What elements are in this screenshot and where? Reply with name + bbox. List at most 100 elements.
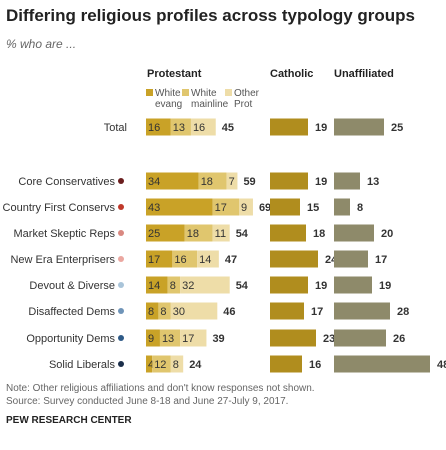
group-dot: [118, 230, 124, 236]
unaffiliated-value-label: 13: [367, 176, 379, 188]
legend-swatch: [182, 89, 189, 96]
bar-white-evang: [146, 250, 173, 268]
bar-other-prot: [170, 355, 184, 373]
bar-catholic: [270, 250, 318, 268]
bar-white-mainline: [167, 276, 181, 294]
chart-source: Source: Survey conducted June 8-18 and J…: [6, 396, 289, 407]
unaffiliated-value-label: 19: [379, 280, 391, 292]
bar-other-prot: [190, 118, 216, 136]
bar-white-evang: [146, 172, 199, 190]
protestant-total-label: 39: [212, 333, 224, 345]
bar-catholic: [270, 329, 316, 347]
bar-value-label: 13: [173, 122, 185, 134]
bar-white-mainline: [158, 302, 171, 320]
bar-white-mainline: [159, 329, 181, 347]
unaffiliated-value-label: 17: [375, 254, 387, 266]
protestant-total-label: 54: [236, 280, 249, 292]
bar-white-mainline: [152, 355, 171, 373]
bar-value-label: 16: [148, 122, 160, 134]
legend-swatch: [146, 89, 153, 96]
bar-value-label: 18: [201, 176, 213, 188]
org-credit: PEW RESEARCH CENTER: [6, 415, 132, 426]
category-label: Disaffected Dems: [28, 306, 115, 318]
unaffiliated-value-label: 8: [357, 202, 363, 214]
chart-title: Differing religious profiles across typo…: [6, 6, 416, 25]
catholic-value-label: 19: [315, 122, 327, 134]
bar-white-evang: [146, 302, 159, 320]
bar-value-label: 8: [148, 306, 154, 318]
bar-value-label: 30: [173, 306, 185, 318]
bar-unaffiliated: [334, 276, 372, 294]
category-label: Solid Liberals: [49, 359, 116, 371]
bar-unaffiliated: [334, 329, 386, 347]
bar-unaffiliated: [334, 172, 360, 190]
bar-white-evang: [146, 118, 171, 136]
protestant-total-label: 54: [236, 228, 249, 240]
catholic-value-label: 23: [323, 333, 335, 345]
catholic-value-label: 19: [315, 280, 327, 292]
unaffiliated-value-label: 25: [391, 122, 403, 134]
catholic-value-label: 17: [311, 306, 323, 318]
protestant-total-label: 47: [225, 254, 237, 266]
bar-catholic: [270, 276, 308, 294]
bar-catholic: [270, 172, 308, 190]
protestant-total-label: 24: [189, 359, 202, 371]
bar-value-label: 16: [174, 254, 186, 266]
bar-catholic: [270, 118, 308, 136]
category-label: New Era Enterprisers: [10, 254, 115, 266]
bar-white-evang: [146, 329, 160, 347]
bar-catholic: [270, 224, 306, 242]
bar-value-label: 17: [182, 333, 194, 345]
bar-white-evang: [146, 224, 185, 242]
bar-white-mainline: [212, 198, 239, 216]
bar-white-mainline: [170, 118, 191, 136]
bar-value-label: 43: [148, 202, 160, 214]
bar-value-label: 11: [215, 228, 226, 240]
protestant-total-label: 46: [223, 306, 235, 318]
bar-catholic: [270, 198, 300, 216]
bar-value-label: 18: [187, 228, 199, 240]
bar-value-label: 12: [154, 359, 166, 371]
category-label: Opportunity Dems: [26, 333, 115, 345]
bar-white-mainline: [198, 172, 227, 190]
legend-white-mainline: White mainline: [182, 88, 228, 110]
group-dot: [118, 308, 124, 314]
catholic-value-label: 19: [315, 176, 327, 188]
bar-value-label: 13: [162, 333, 174, 345]
bar-other-prot: [212, 224, 230, 242]
protestant-total-label: 69: [259, 202, 271, 214]
bar-value-label: 14: [199, 254, 211, 266]
bar-white-mainline: [184, 224, 213, 242]
catholic-value-label: 15: [307, 202, 319, 214]
bar-catholic: [270, 355, 302, 373]
bar-other-prot: [170, 302, 218, 320]
bar-unaffiliated: [334, 250, 368, 268]
bar-value-label: 14: [148, 280, 160, 292]
bar-value-label: 8: [173, 359, 179, 371]
bar-value-label: 8: [160, 306, 166, 318]
bar-unaffiliated: [334, 118, 384, 136]
bar-value-label: 16: [193, 122, 205, 134]
bar-white-evang: [146, 198, 213, 216]
bar-value-label: 32: [182, 280, 194, 292]
bar-value-label: 4: [148, 359, 154, 371]
group-dot: [118, 335, 124, 341]
bar-value-label: 8: [170, 280, 176, 292]
bar-white-evang: [146, 276, 168, 294]
bar-white-evang: [146, 355, 153, 373]
group-dot: [118, 282, 124, 288]
bar-other-prot: [197, 250, 219, 268]
catholic-value-label: 16: [309, 359, 321, 371]
legend-other-prot: Other Prot: [225, 88, 259, 110]
protestant-total-label: 45: [222, 122, 234, 134]
category-label: Devout & Diverse: [29, 280, 115, 292]
bar-value-label: 9: [241, 202, 247, 214]
header-unaffiliated: Unaffiliated: [334, 68, 394, 80]
category-label: Core Conservatives: [18, 176, 115, 188]
catholic-value-label: 18: [313, 228, 325, 240]
bar-other-prot: [239, 198, 253, 216]
chart-subtitle: % who are ...: [6, 37, 77, 51]
legend-swatch: [225, 89, 232, 96]
